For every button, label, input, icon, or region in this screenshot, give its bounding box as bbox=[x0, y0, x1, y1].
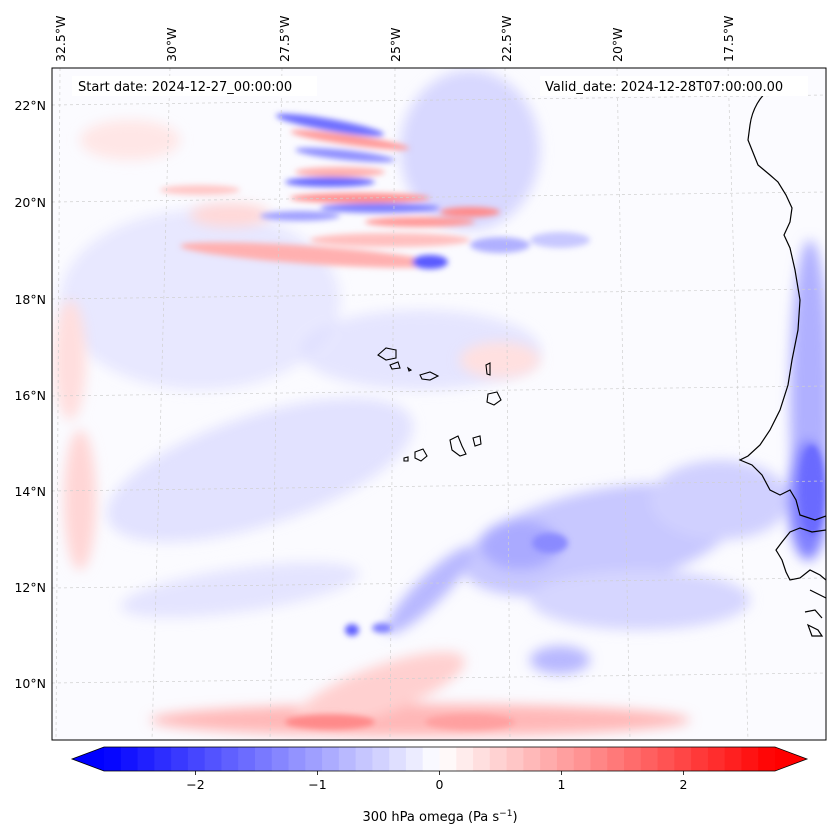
colorbar-swatch bbox=[288, 747, 306, 771]
colorbar-swatch bbox=[556, 747, 575, 771]
colorbar-swatch bbox=[171, 747, 189, 771]
colorbar-swatches bbox=[104, 747, 776, 771]
colorbar-swatch bbox=[439, 747, 457, 771]
colorbar-swatch bbox=[707, 747, 726, 771]
colorbar-swatch bbox=[506, 747, 524, 771]
colorbar-swatch bbox=[372, 747, 390, 771]
colorbar-swatch bbox=[204, 747, 223, 771]
colorbar-swatch bbox=[489, 747, 508, 771]
start-date-label: Start date: 2024-12-27_00:00:00 bbox=[78, 80, 292, 95]
colorbar-label: 300 hPa omega (Pa s−1) bbox=[362, 809, 517, 825]
lat-label-16n: 16°N bbox=[14, 388, 46, 403]
colorbar-extend-low bbox=[72, 747, 104, 771]
lon-label-17-5w: 17.5°W bbox=[721, 16, 736, 62]
colorbar-swatch bbox=[590, 747, 608, 771]
lon-label-30w: 30°W bbox=[164, 27, 179, 62]
colorbar-tick-label: 1 bbox=[558, 777, 566, 792]
colorbar-swatch bbox=[187, 747, 206, 771]
lat-label-14n: 14°N bbox=[14, 484, 46, 499]
colorbar-swatch bbox=[137, 747, 155, 771]
map-frame bbox=[51, 67, 827, 741]
lon-label-32-5w: 32.5°W bbox=[53, 16, 68, 62]
lat-label-22n: 22°N bbox=[14, 98, 46, 113]
colorbar-outline bbox=[70, 746, 809, 772]
lat-label-10n: 10°N bbox=[14, 676, 46, 691]
valid-date-label: Valid_date: 2024-12-28T07:00:00.00 bbox=[545, 80, 783, 95]
colorbar-tick-label: 0 bbox=[436, 777, 444, 792]
lat-label-18n: 18°N bbox=[14, 292, 46, 307]
colorbar-tick-label: 2 bbox=[680, 777, 688, 792]
colorbar-swatch bbox=[322, 747, 340, 771]
coastline-icon bbox=[738, 87, 826, 637]
colorbar-swatch bbox=[389, 747, 407, 771]
colorbar-swatch bbox=[657, 747, 675, 771]
colorbar-swatch bbox=[120, 747, 139, 771]
colorbar-swatch bbox=[338, 747, 357, 771]
colorbar-swatch bbox=[221, 747, 239, 771]
colorbar: −2 −1 0 1 2 300 hPa omega (Pa s−1) bbox=[70, 746, 809, 825]
gridlines bbox=[52, 68, 826, 740]
colorbar-swatch bbox=[523, 747, 541, 771]
colorbar-swatch bbox=[624, 747, 642, 771]
colorbar-swatch bbox=[724, 747, 743, 771]
colorbar-swatch bbox=[271, 747, 290, 771]
colorbar-swatch bbox=[405, 747, 424, 771]
colorbar-swatch bbox=[456, 747, 474, 771]
omega-field bbox=[52, 68, 826, 740]
colorbar-swatch bbox=[758, 747, 776, 771]
colorbar-tick-label: −1 bbox=[308, 777, 326, 792]
colorbar-swatch bbox=[305, 747, 323, 771]
colorbar-swatch bbox=[154, 747, 172, 771]
colorbar-swatch bbox=[473, 747, 491, 771]
colorbar-extend-high bbox=[775, 747, 807, 771]
colorbar-swatch bbox=[238, 747, 256, 771]
colorbar-tick-label: −2 bbox=[186, 777, 204, 792]
colorbar-swatch bbox=[640, 747, 659, 771]
colorbar-swatch bbox=[573, 747, 592, 771]
colorbar-swatch bbox=[674, 747, 692, 771]
lat-label-12n: 12°N bbox=[14, 580, 46, 595]
colorbar-swatch bbox=[540, 747, 558, 771]
colorbar-swatch bbox=[355, 747, 373, 771]
lon-label-22-5w: 22.5°W bbox=[499, 16, 514, 62]
cape-verde-islands-icon bbox=[377, 347, 502, 462]
colorbar-swatch bbox=[254, 747, 273, 771]
lon-label-27-5w: 27.5°W bbox=[277, 16, 292, 62]
colorbar-swatch bbox=[741, 747, 759, 771]
colorbar-swatch bbox=[691, 747, 709, 771]
lat-label-20n: 20°N bbox=[14, 195, 46, 210]
colorbar-swatch bbox=[422, 747, 441, 771]
colorbar-swatch bbox=[104, 747, 122, 771]
lon-label-20w: 20°W bbox=[610, 27, 625, 62]
colorbar-swatch bbox=[607, 747, 625, 771]
lon-label-25w: 25°W bbox=[388, 27, 403, 62]
